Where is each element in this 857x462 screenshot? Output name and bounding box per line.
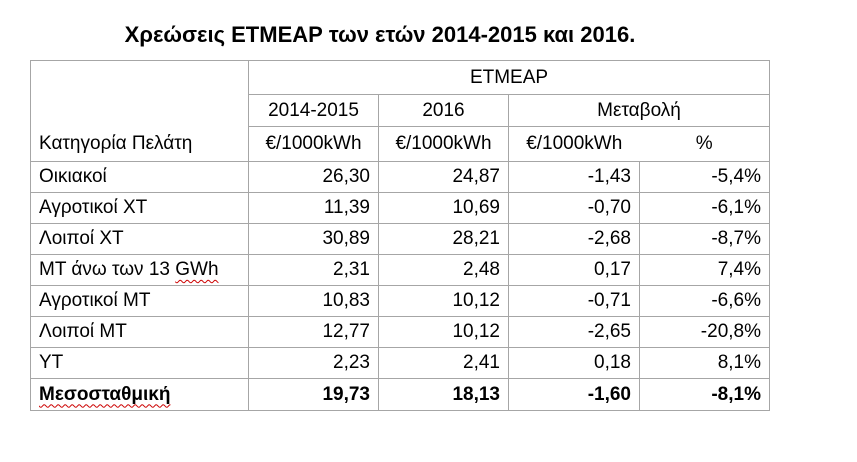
percent-change-cell: -8,7% (639, 223, 770, 255)
value-2016-cell: 2,48 (378, 254, 509, 286)
table-row: Λοιποί ΧΤ 30,89 28,21 -2,68 -8,7% (30, 223, 770, 255)
period-header-2014-2015: 2014-2015 (248, 94, 379, 127)
category-cell: Μεσοσταθμική (30, 378, 249, 411)
value-2016-cell: 10,12 (378, 285, 509, 317)
category-cell: Αγροτικοί ΜΤ (30, 285, 249, 317)
value-2016-cell: 2,41 (378, 347, 509, 379)
unit-header-change: €/1000kWh (508, 126, 640, 162)
etmear-group-header: ΕΤΜΕΑΡ (248, 60, 770, 95)
category-cell: Λοιποί ΜΤ (30, 316, 249, 348)
value-2014-2015-cell: 10,83 (248, 285, 379, 317)
change-cell: -1,60 (508, 378, 640, 411)
value-2016-cell: 28,21 (378, 223, 509, 255)
unit-header-2014-2015: €/1000kWh (248, 126, 379, 162)
percent-change-cell: 8,1% (639, 347, 770, 379)
table-group-header-row: Κατηγορία Πελάτη ΕΤΜΕΑΡ (30, 60, 770, 162)
value-2014-2015-cell: 30,89 (248, 223, 379, 255)
value-2014-2015-cell: 26,30 (248, 161, 379, 193)
document-title: Χρεώσεις ΕΤΜΕΑΡ των ετών 2014-2015 και 2… (124, 22, 636, 47)
table-row: Αγροτικοί ΜΤ 10,83 10,12 -0,71 -6,6% (30, 285, 770, 317)
value-2016-cell: 18,13 (378, 378, 509, 411)
percent-change-cell: 7,4% (639, 254, 770, 286)
etmear-charges-table: Κατηγορία Πελάτη ΕΤΜΕΑΡ 2014-2015 2016 Μ… (30, 60, 770, 411)
table-period-header-row: 2014-2015 2016 Μεταβολή (31, 94, 770, 127)
change-cell: -0,70 (508, 192, 640, 224)
period-header-2016: 2016 (378, 94, 509, 127)
table-row: ΜΤ άνω των 13 GWh 2,31 2,48 0,17 7,4% (30, 254, 770, 286)
category-cell: Οικιακοί (30, 161, 249, 193)
table-unit-header-row: €/1000kWh €/1000kWh €/1000kWh % (31, 126, 770, 162)
table-row: Οικιακοί 26,30 24,87 -1,43 -5,4% (30, 161, 770, 193)
table-row: Αγροτικοί ΧΤ 11,39 10,69 -0,70 -6,1% (30, 192, 770, 224)
percent-change-cell: -5,4% (639, 161, 770, 193)
category-cell: ΜΤ άνω των 13 GWh (30, 254, 249, 286)
percent-change-cell: -8,1% (639, 378, 770, 411)
percent-change-cell: -6,1% (639, 192, 770, 224)
percent-change-cell: -6,6% (639, 285, 770, 317)
value-2014-2015-cell: 2,31 (248, 254, 379, 286)
change-cell: -2,65 (508, 316, 640, 348)
value-2014-2015-cell: 2,23 (248, 347, 379, 379)
value-2014-2015-cell: 11,39 (248, 192, 379, 224)
table-row: ΥΤ 2,23 2,41 0,18 8,1% (30, 347, 770, 379)
period-header-change: Μεταβολή (508, 94, 770, 127)
weighted-average-row: Μεσοσταθμική 19,73 18,13 -1,60 -8,1% (30, 378, 770, 411)
category-unit-gwh: GWh (175, 259, 219, 280)
category-column-header: Κατηγορία Πελάτη (30, 60, 249, 162)
change-cell: -0,71 (508, 285, 640, 317)
weighted-average-label: Μεσοσταθμική (39, 383, 171, 405)
category-cell: Λοιποί ΧΤ (30, 223, 249, 255)
table-row: Λοιποί ΜΤ 12,77 10,12 -2,65 -20,8% (30, 316, 770, 348)
unit-header-percent: % (639, 126, 770, 162)
unit-header-2016: €/1000kWh (378, 126, 509, 162)
percent-change-cell: -20,8% (639, 316, 770, 348)
category-cell: ΥΤ (30, 347, 249, 379)
change-cell: 0,17 (508, 254, 640, 286)
value-2014-2015-cell: 19,73 (248, 378, 379, 411)
value-2016-cell: 10,69 (378, 192, 509, 224)
change-cell: -2,68 (508, 223, 640, 255)
category-cell: Αγροτικοί ΧΤ (30, 192, 249, 224)
change-cell: -1,43 (508, 161, 640, 193)
value-2016-cell: 10,12 (378, 316, 509, 348)
value-2014-2015-cell: 12,77 (248, 316, 379, 348)
change-cell: 0,18 (508, 347, 640, 379)
value-2016-cell: 24,87 (378, 161, 509, 193)
category-prefix: ΜΤ άνω των 13 (39, 259, 176, 280)
